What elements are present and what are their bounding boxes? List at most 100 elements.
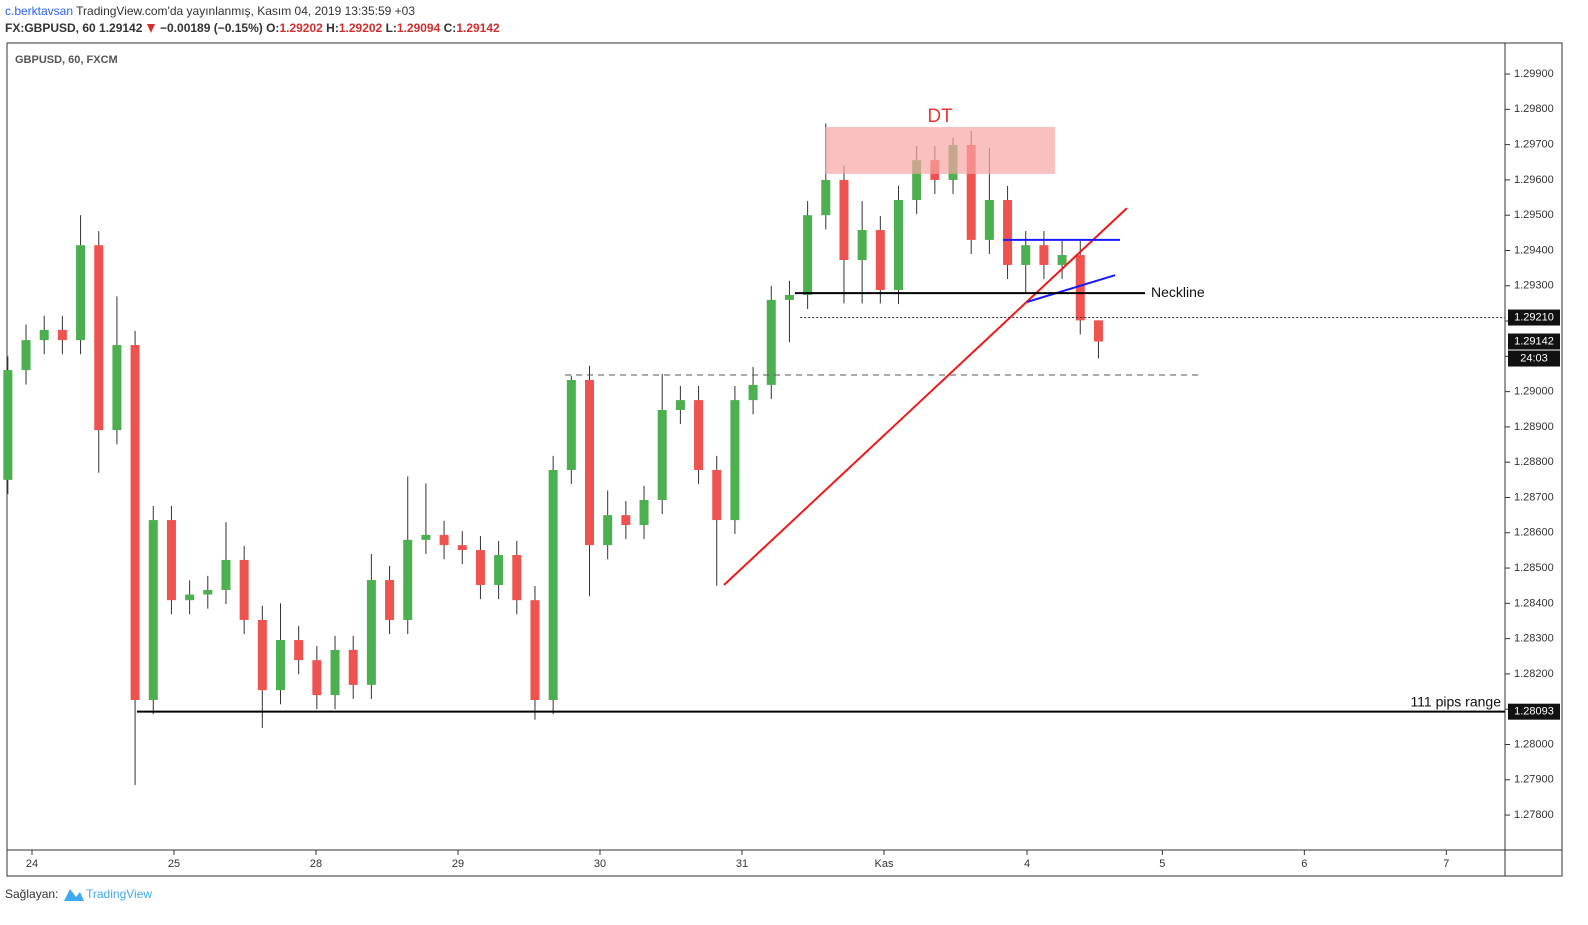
candle-body <box>857 230 867 261</box>
candle-body <box>275 640 285 691</box>
price-tag <box>1508 703 1560 720</box>
candle-body <box>166 520 176 601</box>
countdown-tag <box>1508 350 1560 367</box>
y-tick-label: 1.28800 <box>1514 456 1554 468</box>
candle-body <box>784 294 794 300</box>
candle-body <box>421 534 431 540</box>
header-line-2: FX:GBPUSD, 60 1.29142 <box>5 21 143 35</box>
provider: Sağlayan: <box>5 887 58 901</box>
candle-body <box>3 370 13 480</box>
y-tick-label: 1.29000 <box>1514 386 1554 398</box>
candle-body <box>548 469 558 701</box>
candle-body <box>21 340 31 371</box>
candle-body <box>221 559 231 590</box>
price-tag <box>1508 309 1560 326</box>
candle-body <box>457 545 467 551</box>
candle-body <box>403 539 413 620</box>
candle-body <box>603 515 613 546</box>
logo <box>64 889 84 901</box>
candle-body <box>257 619 267 691</box>
countdown: 24:03 <box>1520 352 1548 364</box>
x-tick-label: 5 <box>1159 858 1165 870</box>
candle-body <box>566 379 576 470</box>
candle-body <box>203 589 213 595</box>
candle-body <box>512 555 522 601</box>
candle-body <box>185 594 195 601</box>
price-tag-label: 1.29210 <box>1514 311 1554 323</box>
y-tick-label: 1.29300 <box>1514 280 1554 292</box>
candle-body <box>694 400 704 470</box>
candle-body <box>1093 320 1103 342</box>
y-tick-label: 1.28900 <box>1514 421 1554 433</box>
change: −0.00189 (−0.15%) <box>160 21 263 35</box>
y-tick-label: 1.28000 <box>1514 738 1554 750</box>
close: 1.29142 <box>456 21 500 35</box>
x-tick-label: 25 <box>168 858 180 870</box>
candle-body <box>821 179 831 216</box>
x-tick-label: 28 <box>310 858 322 870</box>
candle-body <box>894 200 904 291</box>
candle-body <box>366 580 376 685</box>
candle-body <box>1057 255 1067 265</box>
candle-body <box>912 160 922 201</box>
candle-body <box>494 555 504 585</box>
candle-body <box>312 660 322 696</box>
y-tick-label: 1.29700 <box>1514 139 1554 151</box>
y-tick-label: 1.27800 <box>1514 809 1554 821</box>
line-label: 111 pips range <box>1410 693 1501 709</box>
candle-body <box>294 640 304 661</box>
header-ohlc: −0.00189 (−0.15%) O:1.29202 H:1.29202 L:… <box>160 21 500 35</box>
candle-body <box>39 329 49 341</box>
header-line-1: c.berktavsan TradingView.com'da yayınlan… <box>5 4 415 18</box>
y-tick-label: 1.29400 <box>1514 244 1554 256</box>
x-tick-label: 30 <box>594 858 606 870</box>
brand[interactable]: TradingView <box>86 887 152 901</box>
high: 1.29202 <box>339 21 383 35</box>
candle-body <box>875 230 885 291</box>
o-label: O: <box>266 21 279 35</box>
l-label: L: <box>386 21 397 35</box>
price-tag-label: 1.29142 <box>1514 335 1554 347</box>
candle-body <box>839 179 849 261</box>
x-tick-label: 6 <box>1301 858 1307 870</box>
candle-body <box>76 245 86 341</box>
y-tick-label: 1.28600 <box>1514 527 1554 539</box>
candle-body <box>675 400 685 410</box>
published: TradingView.com'da yayınlanmış, Kasım 04… <box>76 4 415 18</box>
candle-body <box>1039 245 1049 265</box>
y-tick-label: 1.29900 <box>1514 68 1554 80</box>
low: 1.29094 <box>397 21 441 35</box>
candle-body <box>439 534 449 546</box>
x-tick-label: 4 <box>1024 858 1030 870</box>
y-tick-label: 1.28700 <box>1514 491 1554 503</box>
candle-body <box>385 580 395 620</box>
symbol: FX:GBPUSD, 60 <box>5 21 96 35</box>
drawn-line <box>723 207 1128 586</box>
zone <box>825 126 1055 174</box>
y-tick-label: 1.29500 <box>1514 209 1554 221</box>
chart-title: GBPUSD, 60, FXCM <box>15 54 118 66</box>
frame <box>6 42 1563 877</box>
y-tick-label: 1.28300 <box>1514 633 1554 645</box>
candle-body <box>766 299 776 385</box>
candle-body <box>1021 245 1031 265</box>
author: c.berktavsan <box>5 4 73 18</box>
c-label: C: <box>444 21 457 35</box>
candle-body <box>94 245 104 431</box>
candle-body <box>148 520 158 701</box>
down-arrow <box>147 24 155 33</box>
x-tick-label: 29 <box>452 858 464 870</box>
candle-body <box>984 200 994 240</box>
candle-body <box>803 215 813 295</box>
candle-body <box>639 499 649 526</box>
candle-body <box>748 384 758 401</box>
candle-body <box>585 379 595 546</box>
x-tick-label: 24 <box>26 858 38 870</box>
last-price: 1.29142 <box>99 21 143 35</box>
price-tag <box>1508 333 1560 350</box>
candle-body <box>1075 255 1085 321</box>
y-tick-label: 1.29600 <box>1514 174 1554 186</box>
candle-body <box>657 409 667 500</box>
candle-body <box>530 600 540 701</box>
